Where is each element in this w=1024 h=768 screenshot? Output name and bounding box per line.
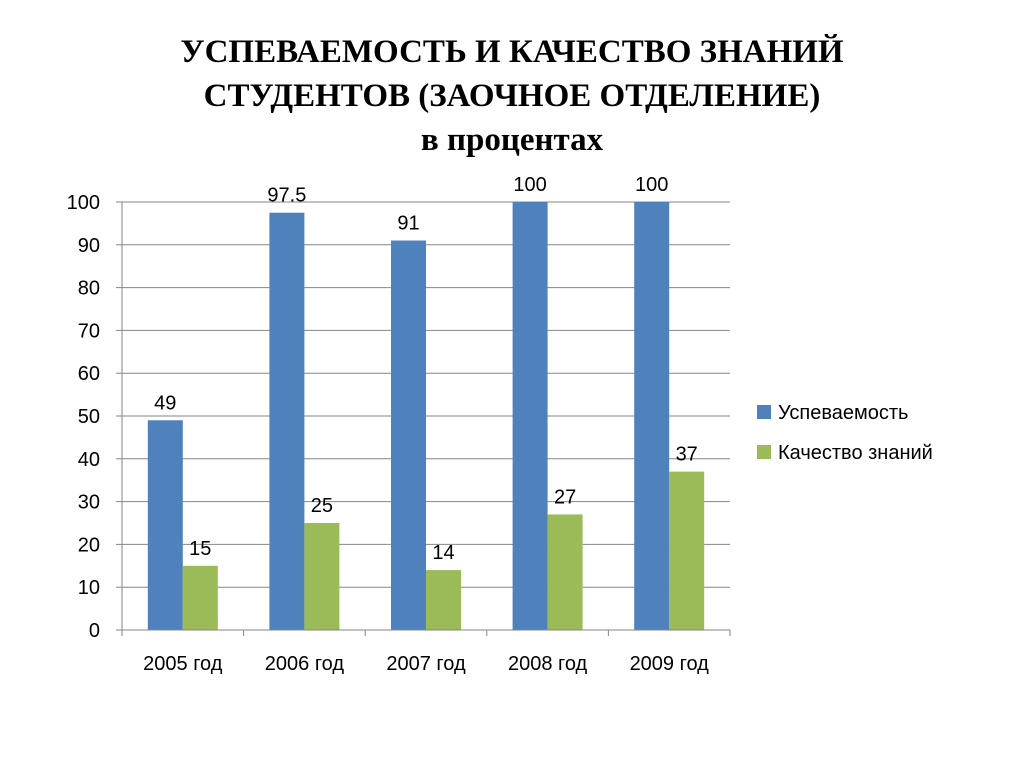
- y-tick-label: 90: [78, 235, 100, 257]
- chart-title-line-1: УСПЕВАЕМОСТЬ И КАЧЕСТВО ЗНАНИЙ: [180, 34, 844, 70]
- y-tick-label: 60: [78, 363, 100, 385]
- bar-uspevaemost: [512, 202, 548, 630]
- bar-uspevaemost: [269, 212, 305, 630]
- bar-kachestvo: [669, 471, 705, 630]
- data-label: 97.5: [267, 185, 306, 207]
- bar-uspevaemost: [147, 420, 183, 630]
- legend-label: Качество знаний: [778, 442, 933, 464]
- data-label: 100: [635, 174, 668, 196]
- data-label: 27: [554, 486, 576, 508]
- legend: Успеваемость Качество знаний: [757, 402, 933, 464]
- bar-uspevaemost: [391, 240, 426, 630]
- chart-title-line-2: СТУДЕНТОВ (ЗАОЧНОЕ ОТДЕЛЕНИЕ): [203, 78, 821, 114]
- legend-swatch: [757, 405, 771, 419]
- axes: [116, 201, 731, 636]
- x-tick-label: 2006 год: [265, 653, 345, 675]
- x-tick-label: 2008 год: [508, 653, 588, 675]
- data-label: 100: [513, 174, 546, 196]
- data-label: 49: [154, 392, 176, 414]
- x-tick-label: 2005 год: [143, 653, 223, 675]
- data-label: 25: [311, 495, 333, 517]
- y-tick-label: 100: [67, 192, 100, 214]
- y-tick-label: 70: [78, 320, 100, 342]
- data-label: 15: [189, 538, 211, 560]
- chart-title: УСПЕВАЕМОСТЬ И КАЧЕСТВО ЗНАНИЙ СТУДЕНТОВ…: [0, 30, 1024, 162]
- y-tick-label: 80: [78, 278, 100, 300]
- bar-kachestvo: [304, 523, 340, 630]
- legend-swatch: [757, 445, 771, 459]
- y-tick-label: 30: [78, 492, 100, 514]
- y-tick-label: 20: [78, 534, 100, 556]
- bar-uspevaemost: [634, 202, 670, 630]
- bars: [147, 202, 705, 630]
- y-tick-label: 50: [78, 406, 100, 428]
- data-label: 91: [397, 213, 419, 235]
- y-tick-label: 0: [89, 620, 100, 642]
- x-tick-label: 2009 год: [630, 653, 710, 675]
- labels: 0 10 20 30 40 50 60 70 80 90 100 49 15 2005 год 97.5 25…: [67, 174, 710, 675]
- data-label: 14: [432, 542, 454, 564]
- data-label: 37: [676, 444, 698, 466]
- bar-kachestvo: [182, 565, 218, 630]
- bar-kachestvo: [547, 514, 583, 630]
- bar-kachestvo: [426, 570, 461, 630]
- x-tick-label: 2007 год: [386, 653, 466, 675]
- y-tick-label: 10: [78, 577, 100, 599]
- legend-label: Успеваемость: [778, 402, 908, 424]
- y-tick-label: 40: [78, 449, 100, 471]
- chart-title-line-3: в процентах: [420, 122, 604, 158]
